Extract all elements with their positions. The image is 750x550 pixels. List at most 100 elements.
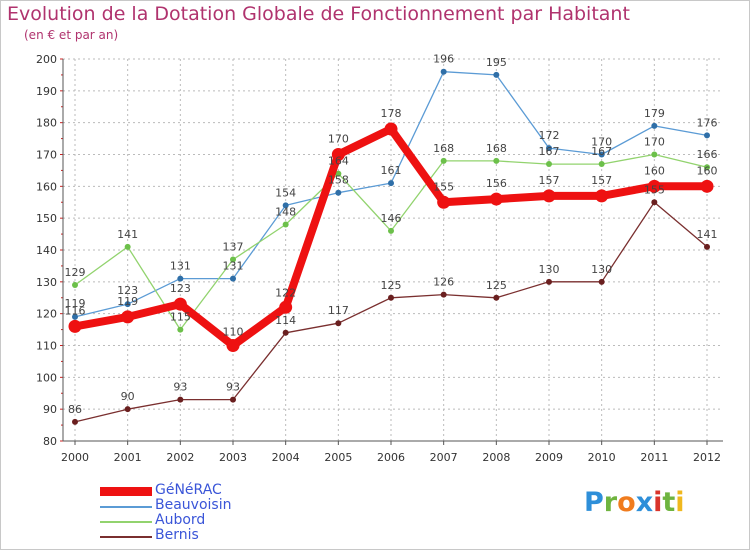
data-point-aubord <box>177 326 184 333</box>
logo-letter: P <box>584 487 604 518</box>
logo-letter: i <box>675 487 685 518</box>
y-tick-label-100: 100 <box>36 371 57 384</box>
x-tick-label-2000: 2000 <box>61 451 89 464</box>
data-label-bernis: 93 <box>226 381 240 394</box>
data-label-bernis: 130 <box>539 263 560 276</box>
data-label-bernis: 126 <box>433 276 454 289</box>
y-tick-label-90: 90 <box>43 403 57 416</box>
data-point-g-n-rac <box>279 300 293 314</box>
x-tick-label-2004: 2004 <box>272 451 300 464</box>
data-point-bernis <box>72 418 78 425</box>
y-tick-label-180: 180 <box>36 117 57 130</box>
data-label-beauvoisin: 131 <box>223 260 244 273</box>
data-label-aubord: 146 <box>381 212 402 225</box>
y-tick-label-80: 80 <box>43 435 57 448</box>
logo-letter: o <box>617 487 636 518</box>
y-tick-label-110: 110 <box>36 340 57 353</box>
legend-label-g-n-rac: GéNéRAC <box>155 482 222 498</box>
legend-swatch-beauvoisin <box>100 506 152 508</box>
data-point-bernis <box>440 291 447 298</box>
data-label-beauvoisin: 131 <box>170 260 191 273</box>
proxiti-logo: Proxiti <box>584 487 685 518</box>
grid-layer <box>63 58 723 441</box>
data-point-aubord <box>230 256 236 263</box>
y-tick-label-160: 160 <box>36 180 57 193</box>
logo-letter: x <box>635 487 654 518</box>
data-point-aubord <box>598 161 605 168</box>
data-label-g-n-rac: 157 <box>591 174 612 187</box>
data-label-aubord: 168 <box>486 142 507 155</box>
x-tick-label-2006: 2006 <box>377 451 405 464</box>
x-tick-label-2002: 2002 <box>166 451 194 464</box>
data-label-beauvoisin: 196 <box>433 53 454 66</box>
data-point-bernis <box>493 294 500 301</box>
data-point-bernis <box>388 294 394 301</box>
data-point-beauvoisin <box>72 313 78 320</box>
data-label-g-n-rac: 123 <box>170 282 191 295</box>
data-label-bernis: 93 <box>173 381 187 394</box>
x-tick-label-2011: 2011 <box>640 451 668 464</box>
data-label-aubord: 137 <box>223 241 244 254</box>
data-point-bernis <box>598 278 605 285</box>
data-label-aubord: 115 <box>170 311 191 324</box>
data-label-g-n-rac: 116 <box>65 304 86 317</box>
data-point-aubord <box>388 227 394 234</box>
legend-swatch-aubord <box>100 521 152 523</box>
data-label-beauvoisin: 179 <box>644 107 665 120</box>
y-tick-label-130: 130 <box>36 276 57 289</box>
legend-swatch-bernis <box>100 536 152 538</box>
data-point-beauvoisin <box>598 151 605 158</box>
data-point-aubord <box>546 161 552 168</box>
data-label-bernis: 86 <box>68 403 82 416</box>
data-label-beauvoisin: 154 <box>275 186 296 199</box>
data-point-beauvoisin <box>335 189 342 196</box>
data-label-g-n-rac: 170 <box>328 133 349 146</box>
data-point-beauvoisin <box>651 122 658 129</box>
data-point-aubord <box>335 170 342 177</box>
legend-label-beauvoisin: Beauvoisin <box>155 497 232 513</box>
data-label-aubord: 170 <box>644 136 665 149</box>
legend-label-aubord: Aubord <box>155 512 206 528</box>
data-label-aubord: 164 <box>328 155 349 168</box>
data-label-aubord: 148 <box>275 206 296 219</box>
legend-swatch-g-n-rac <box>100 487 152 496</box>
y-tick-label-150: 150 <box>36 212 57 225</box>
x-tick-label-2007: 2007 <box>430 451 458 464</box>
axis-layer: 80 90 100 110 120 130 140 150 160 170 180 190 200 200… <box>36 53 723 464</box>
chart-title: Evolution de la Dotation Globale de Fonc… <box>7 3 630 25</box>
data-point-beauvoisin <box>124 301 131 308</box>
y-tick-label-140: 140 <box>36 244 57 257</box>
data-label-beauvoisin: 176 <box>697 116 718 129</box>
data-point-bernis <box>651 199 658 206</box>
data-point-g-n-rac <box>173 297 187 311</box>
data-label-g-n-rac: 160 <box>644 164 665 177</box>
data-point-g-n-rac <box>647 179 661 193</box>
logo-letter: i <box>653 487 663 518</box>
data-point-g-n-rac <box>489 192 503 206</box>
data-label-aubord: 166 <box>697 148 718 161</box>
data-point-beauvoisin <box>546 145 552 152</box>
data-label-bernis: 125 <box>486 279 507 292</box>
data-label-g-n-rac: 122 <box>275 286 296 299</box>
data-point-beauvoisin <box>704 132 710 139</box>
series-layer <box>68 68 714 425</box>
data-point-g-n-rac <box>121 310 135 324</box>
data-label-beauvoisin: 170 <box>591 136 612 149</box>
data-point-g-n-rac <box>68 319 82 333</box>
data-point-g-n-rac <box>384 122 398 136</box>
data-label-beauvoisin: 195 <box>486 56 507 69</box>
x-tick-label-2005: 2005 <box>324 451 352 464</box>
data-point-beauvoisin <box>440 68 447 75</box>
data-point-g-n-rac <box>595 189 609 203</box>
data-point-g-n-rac <box>331 148 345 161</box>
data-point-aubord <box>124 243 131 250</box>
x-tick-label-2012: 2012 <box>693 451 721 464</box>
data-label-g-n-rac: 160 <box>697 164 718 177</box>
data-label-aubord: 167 <box>591 145 612 158</box>
logo-letter: t <box>662 487 676 518</box>
data-label-beauvoisin: 172 <box>539 129 560 142</box>
data-label-beauvoisin: 119 <box>65 297 86 310</box>
data-point-g-n-rac <box>700 179 714 193</box>
